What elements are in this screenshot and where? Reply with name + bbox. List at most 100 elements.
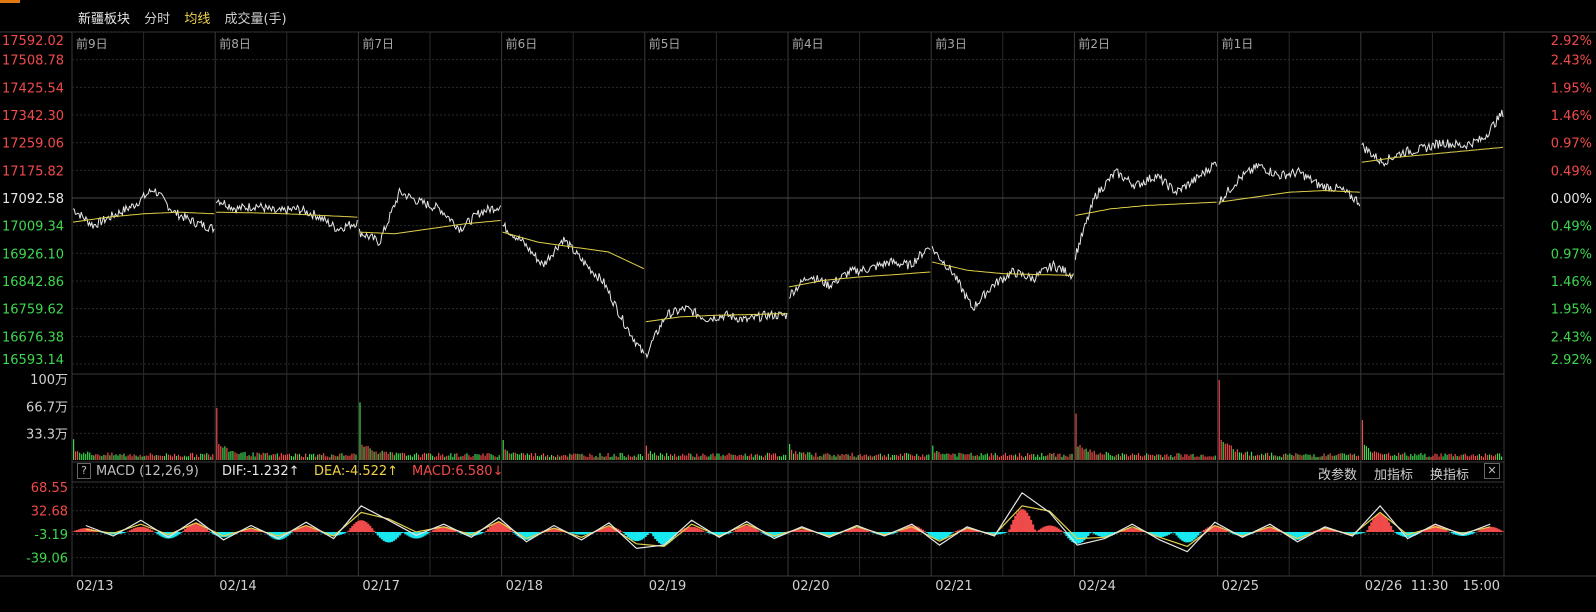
macd-histogram-bar [1492, 527, 1495, 532]
volume-bar [1200, 454, 1202, 460]
macd-histogram-bar [642, 532, 645, 539]
switch-indicator-button[interactable]: 换指标 [1430, 468, 1470, 483]
volume-bar [597, 457, 599, 460]
macd-histogram-bar [1435, 525, 1438, 532]
volume-bar [639, 454, 641, 460]
volume-bar [1394, 454, 1396, 460]
volume-bar [1406, 455, 1408, 460]
volume-bar [579, 454, 581, 460]
macd-histogram-bar [636, 532, 639, 542]
help-button[interactable]: ? [77, 463, 91, 479]
macd-histogram-bar [852, 528, 856, 532]
volume-bar [545, 456, 547, 460]
macd-histogram-bar [1193, 532, 1196, 540]
macd-histogram-bar [1366, 530, 1369, 532]
volume-bar [635, 456, 637, 460]
volume-bar [1053, 452, 1055, 460]
volume-bar [482, 453, 484, 460]
volume-bar [377, 453, 379, 460]
volume-bar [740, 455, 742, 460]
volume-bar [1232, 449, 1234, 460]
volume-bar [1220, 439, 1222, 460]
volume-bar [736, 456, 738, 460]
volume-bar [313, 453, 315, 460]
volume-bar [240, 452, 242, 460]
volume-bar [653, 452, 656, 460]
macd-histogram-bar [1081, 532, 1084, 542]
volume-bar [583, 455, 585, 460]
macd-histogram-bar [1191, 532, 1194, 541]
volume-bar [1010, 454, 1013, 460]
volume-bar [131, 456, 133, 460]
top-accent [0, 0, 20, 3]
macd-histogram-bar [188, 525, 191, 533]
volume-bar [571, 454, 573, 460]
volume-bar [770, 454, 773, 460]
macd-histogram-bar [491, 525, 494, 532]
macd-histogram-bar [315, 529, 319, 533]
chart-header: 新疆板块 分时 均线 成交量(手) [78, 8, 297, 28]
percent-tick-label: 2.92% [1551, 34, 1592, 49]
macd-histogram-bar [1305, 532, 1308, 537]
macd-histogram-bar [1179, 532, 1182, 540]
volume-bar [547, 455, 549, 460]
volume-bar [621, 453, 623, 460]
tab-intraday[interactable]: 分时 [144, 12, 171, 27]
volume-bar [557, 454, 559, 460]
volume-bar [262, 452, 264, 460]
macd-histogram-bar [658, 532, 661, 544]
macd-histogram-bar [408, 532, 411, 537]
volume-bar [397, 453, 399, 460]
macd-histogram-bar [1482, 528, 1485, 532]
macd-histogram-bar [312, 527, 315, 532]
close-icon[interactable]: ✕ [1484, 463, 1500, 479]
macd-histogram-bar [353, 523, 356, 532]
macd-histogram-bar [1012, 519, 1015, 533]
macd-histogram-bar [1360, 532, 1363, 534]
macd-histogram-bar [1295, 532, 1298, 540]
volume-bar [1065, 455, 1067, 460]
volume-bar [1027, 453, 1029, 460]
macd-histogram-bar [1153, 532, 1157, 537]
macd-histogram-bar [526, 532, 529, 540]
x-axis-label: 02/14 [219, 579, 256, 594]
macd-histogram-bar [620, 531, 624, 533]
volume-bar [694, 457, 696, 460]
volume-bar [567, 456, 569, 460]
tab-moving-average[interactable]: 均线 [184, 12, 211, 27]
volume-bar [996, 455, 998, 460]
macd-histogram-bar [1110, 532, 1113, 536]
macd-histogram-bar [616, 528, 620, 532]
volume-bar [1123, 454, 1125, 460]
edit-params-button[interactable]: 改参数 [1318, 468, 1358, 483]
macd-histogram-bar [552, 528, 555, 532]
volume-bar [785, 454, 787, 460]
volume-bar [1014, 454, 1017, 460]
volume-bar [573, 453, 575, 460]
macd-histogram-bar [1108, 532, 1111, 537]
macd-histogram-bar [721, 532, 724, 536]
volume-bar [762, 457, 764, 460]
macd-histogram-bar [1348, 532, 1351, 535]
add-indicator-button[interactable]: 加指标 [1374, 468, 1414, 483]
volume-bar [1464, 453, 1466, 460]
macd-histogram-bar [363, 520, 366, 532]
volume-bar [1182, 456, 1184, 460]
macd-histogram-bar [1010, 524, 1013, 533]
macd-histogram-bar [628, 532, 631, 539]
volume-bar [1478, 454, 1480, 460]
macd-histogram-bar [1433, 525, 1436, 532]
volume-bar [674, 453, 676, 460]
tab-volume[interactable]: 成交量(手) [224, 12, 287, 27]
macd-histogram-bar [827, 532, 830, 536]
volume-bar [1234, 451, 1236, 460]
macd-histogram-bar [571, 532, 574, 534]
macd-histogram-bar [1350, 532, 1353, 535]
volume-bar [728, 452, 730, 460]
volume-bar [744, 453, 746, 460]
macd-histogram-bar [304, 525, 307, 532]
volume-bar [540, 455, 543, 460]
price-tick-label: 17342.30 [2, 109, 64, 124]
volume-bar [1438, 456, 1440, 460]
